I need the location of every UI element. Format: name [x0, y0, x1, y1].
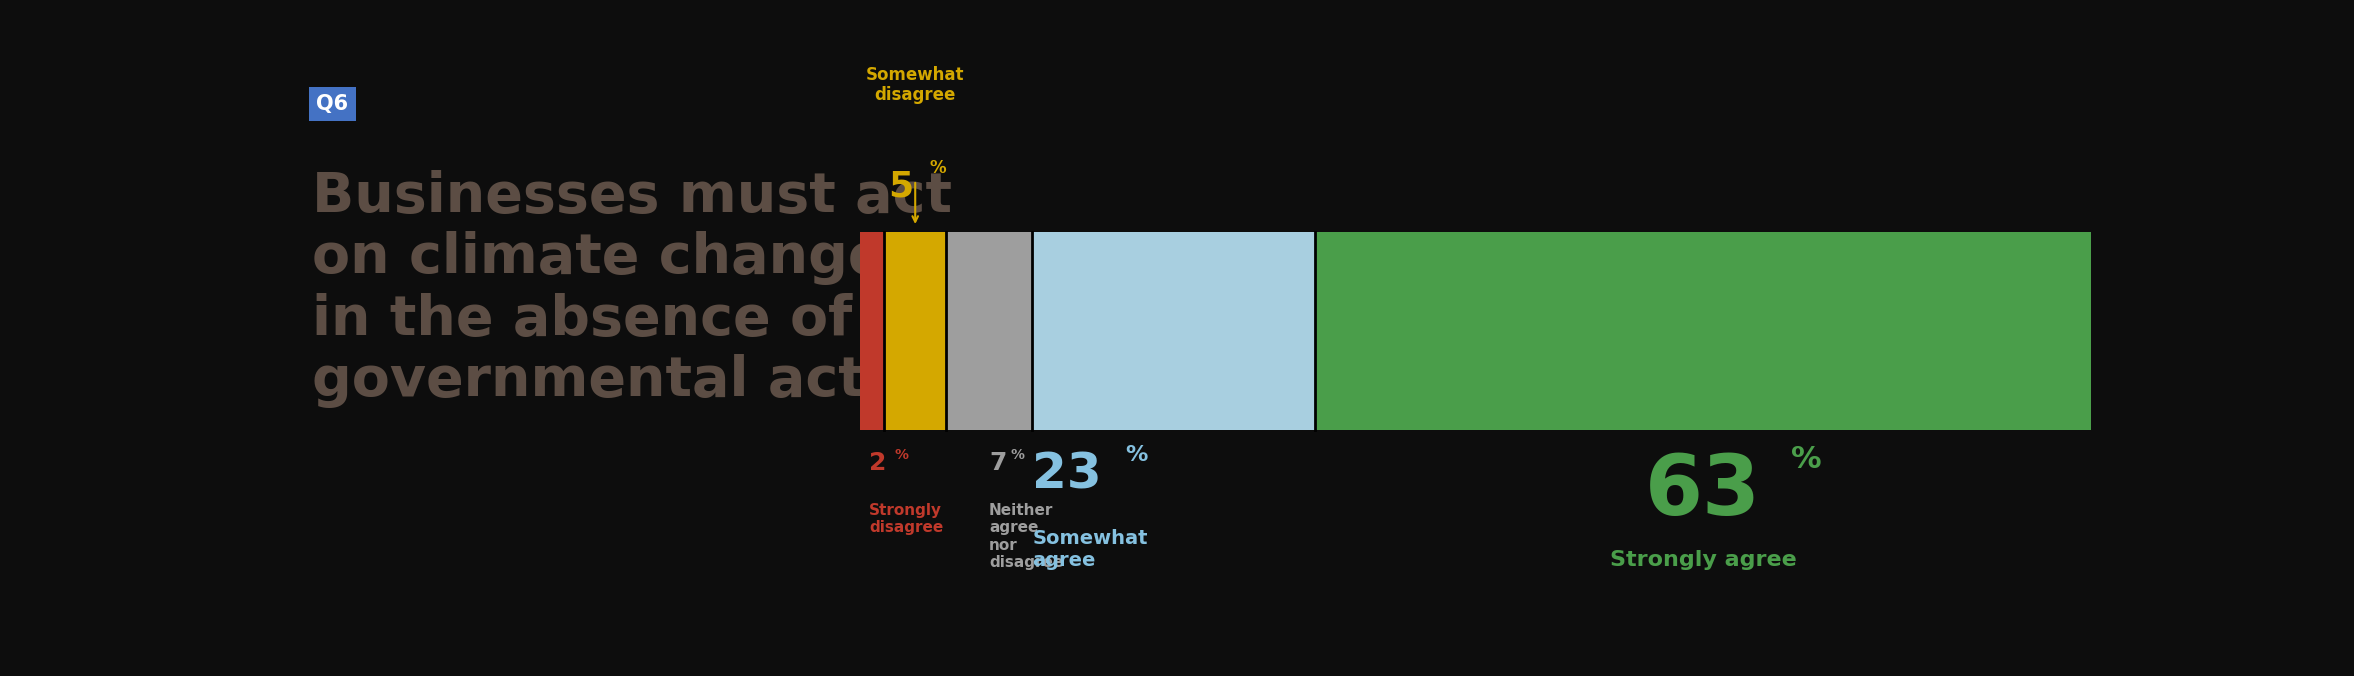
- Bar: [859, 232, 885, 430]
- Text: %: %: [1125, 445, 1149, 466]
- Text: %: %: [895, 448, 909, 462]
- Text: Neither
agree
nor
disagree: Neither agree nor disagree: [989, 503, 1064, 570]
- Text: 23: 23: [1031, 451, 1102, 499]
- Bar: [946, 232, 1031, 430]
- Text: Strongly
disagree: Strongly disagree: [869, 503, 944, 535]
- Text: Somewhat
disagree: Somewhat disagree: [866, 66, 965, 104]
- Text: Strongly agree: Strongly agree: [1610, 550, 1796, 570]
- Text: Businesses must act
on climate change
in the absence of
governmental action.: Businesses must act on climate change in…: [313, 170, 984, 408]
- Text: 2: 2: [869, 451, 887, 475]
- Text: %: %: [1791, 445, 1822, 475]
- Text: Somewhat
agree: Somewhat agree: [1031, 529, 1149, 570]
- Text: %: %: [1010, 448, 1024, 462]
- Text: Q6: Q6: [315, 94, 348, 114]
- Bar: [1316, 232, 2090, 430]
- Text: 5: 5: [887, 170, 913, 203]
- Text: 63: 63: [1645, 451, 1761, 532]
- Bar: [885, 232, 946, 430]
- Bar: [1031, 232, 1316, 430]
- Text: %: %: [930, 160, 946, 177]
- Text: 7: 7: [989, 451, 1008, 475]
